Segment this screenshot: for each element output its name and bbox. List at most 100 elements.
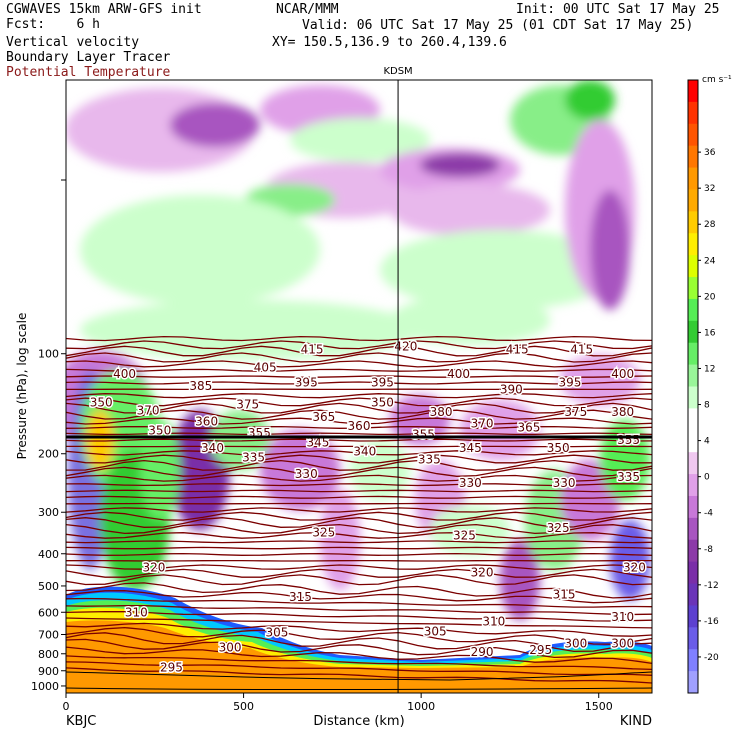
theta-contour — [66, 574, 652, 586]
theta-contour-label: 395 — [295, 375, 318, 389]
terrain-outline — [66, 687, 652, 690]
colorbar-label: 16 — [704, 328, 716, 338]
plot-frame — [65, 79, 653, 694]
theta-contour — [66, 402, 652, 414]
colorbar-segment — [688, 101, 698, 125]
theta-contour — [66, 474, 652, 482]
theta-contour-label: 315 — [289, 590, 312, 604]
colorbar-segment — [688, 495, 698, 519]
theta-contour-label: 310 — [482, 615, 505, 629]
theta-contour-label: 320 — [471, 565, 494, 579]
colorbar-label: -16 — [704, 617, 719, 627]
colorbar-segment — [688, 320, 698, 344]
theta-contour — [66, 661, 652, 676]
theta-contour-label: 340 — [201, 441, 224, 455]
theta-contour — [66, 507, 652, 513]
theta-contour — [66, 450, 652, 456]
downward-motion-area — [140, 420, 180, 520]
theta-contour-label: 395 — [371, 375, 394, 389]
theta-contour-label: 295 — [529, 643, 552, 657]
colorbar-label: 36 — [704, 148, 716, 158]
theta-contour — [66, 340, 652, 350]
colorbar-label: 24 — [704, 256, 716, 266]
theta-contour-label: 320 — [623, 561, 646, 575]
theta-contour-label: 335 — [242, 450, 265, 464]
theta-contour — [66, 352, 652, 363]
theta-contour-label: 315 — [553, 587, 576, 601]
theta-contour-label: 300 — [219, 640, 242, 654]
theta-contour-label: 380 — [430, 405, 453, 419]
y-axis: 100 200 300 400 500 600 700 800 900 1000 — [31, 179, 66, 693]
colorbar-segment — [688, 167, 698, 190]
tracer-orange-core — [66, 620, 652, 693]
theta-contour-label: 395 — [559, 375, 582, 389]
theta-contour — [66, 655, 652, 671]
field-vertical-velocity: Vertical velocity — [6, 35, 140, 50]
theta-contour-label: 400 — [113, 367, 136, 381]
theta-contour-label: 335 — [418, 452, 441, 466]
theta-contour — [66, 511, 652, 521]
colorbar-segment — [688, 474, 698, 497]
theta-contour — [66, 393, 652, 399]
model-title: CGWAVES 15km ARW-GFS init — [6, 2, 202, 17]
colorbar-segment — [688, 627, 698, 650]
theta-contour — [66, 438, 652, 442]
theta-contour-label: 330 — [459, 476, 482, 490]
theta-contour-label: 345 — [459, 441, 482, 455]
upward-motion-area — [170, 103, 260, 147]
theta-contour-label: 290 — [471, 645, 494, 659]
downward-motion-area — [600, 420, 650, 500]
theta-contour-label: 360 — [348, 419, 371, 433]
upward-motion-area — [420, 153, 500, 177]
theta-contour — [66, 495, 652, 499]
theta-contour-label: 385 — [189, 379, 212, 393]
theta-contour — [66, 432, 652, 436]
colorbar-label: 4 — [704, 437, 710, 447]
theta-contour-label: 305 — [424, 624, 447, 638]
theta-contour-label: 390 — [500, 382, 523, 396]
colorbar-label: -8 — [704, 545, 713, 555]
theta-contour — [66, 564, 652, 570]
colorbar-label: -12 — [704, 581, 719, 591]
theta-contour — [66, 532, 652, 539]
theta-contour-label: 400 — [447, 367, 470, 381]
theta-contour — [66, 483, 652, 487]
colorbar-label: 32 — [704, 184, 715, 194]
colorbar-label: 0 — [704, 473, 710, 483]
colorbar-label: -20 — [704, 653, 719, 663]
theta-contour-label: 370 — [471, 416, 494, 430]
y-tick-label: 300 — [38, 506, 59, 519]
upward-motion-area — [460, 400, 540, 460]
colorbar-unit: cm s⁻¹ — [702, 75, 732, 85]
colorbar-segment — [688, 342, 698, 366]
colorbar-segment — [688, 671, 698, 694]
upward-motion-area — [390, 184, 550, 236]
right-endpoint-label: KIND — [620, 714, 652, 729]
x-tick-label: 1000 — [407, 700, 435, 713]
theta-contour — [66, 335, 652, 342]
colorbar-segment — [688, 452, 698, 475]
theta-contour-label: 350 — [547, 441, 570, 455]
theta-contour-label: 325 — [453, 528, 476, 542]
cross-section-coordinates: XY= 150.5,136.9 to 260.4,139.6 — [272, 35, 507, 50]
colorbar-segment — [688, 298, 698, 322]
theta-contour-label: 415 — [301, 342, 324, 356]
theta-contour-label: 420 — [394, 339, 417, 353]
theta-contour — [66, 397, 652, 407]
theta-contour — [66, 345, 652, 357]
downward-motion-area — [290, 118, 430, 162]
init-time: Init: 00 UTC Sat 17 May 25 — [516, 2, 720, 17]
theta-contour-label: 415 — [506, 342, 529, 356]
colorbar-segment — [688, 605, 698, 628]
colorbar: 36 32 28 24 20 16 12 8 4 0 -4 -8 -12 -16 -20 — [687, 79, 719, 694]
theta-contour-label: 330 — [553, 476, 576, 490]
theta-contour — [66, 617, 652, 629]
theta-contour — [66, 568, 652, 578]
theta-contour-label: 375 — [236, 397, 259, 411]
downward-motion-area — [80, 300, 420, 360]
colorbar-segment — [688, 517, 698, 541]
x-tick-label: 1500 — [585, 700, 613, 713]
theta-contour-label: 350 — [148, 423, 171, 437]
theta-contour-label: 340 — [353, 445, 376, 459]
colorbar-label: -4 — [704, 509, 713, 519]
